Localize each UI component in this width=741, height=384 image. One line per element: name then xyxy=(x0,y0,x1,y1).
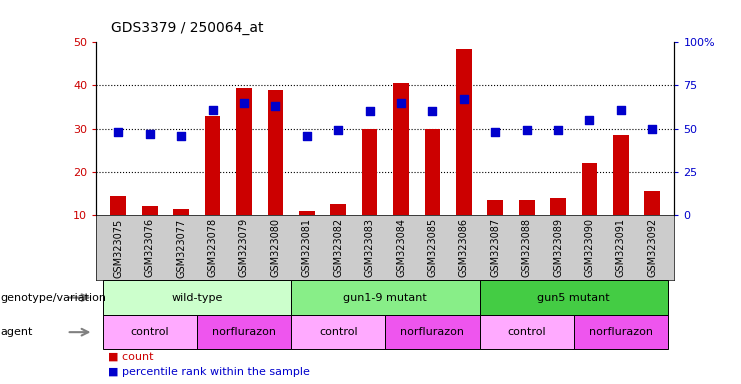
Point xyxy=(521,127,533,133)
Point xyxy=(144,131,156,137)
Text: GSM323077: GSM323077 xyxy=(176,218,186,278)
Point xyxy=(332,127,344,133)
Bar xyxy=(385,315,479,349)
Text: wild-type: wild-type xyxy=(171,293,222,303)
Bar xyxy=(479,280,668,315)
Text: GSM323088: GSM323088 xyxy=(522,218,532,277)
Bar xyxy=(236,88,252,258)
Text: GSM323076: GSM323076 xyxy=(144,218,155,277)
Point xyxy=(364,108,376,114)
Point xyxy=(207,106,219,113)
Text: GSM323085: GSM323085 xyxy=(428,218,437,277)
Bar xyxy=(551,198,566,258)
Text: GSM323091: GSM323091 xyxy=(616,218,626,277)
Bar xyxy=(291,315,385,349)
Bar xyxy=(456,49,472,258)
Text: GSM323090: GSM323090 xyxy=(585,218,594,277)
Point xyxy=(615,106,627,113)
Text: gun5 mutant: gun5 mutant xyxy=(537,293,610,303)
Bar xyxy=(574,315,668,349)
Point xyxy=(301,132,313,139)
Text: norflurazon: norflurazon xyxy=(589,327,653,337)
Text: control: control xyxy=(130,327,169,337)
Text: GSM323078: GSM323078 xyxy=(207,218,218,277)
Text: GSM323079: GSM323079 xyxy=(239,218,249,277)
Point xyxy=(113,129,124,135)
Bar xyxy=(197,315,291,349)
Bar xyxy=(613,135,629,258)
Text: GSM323082: GSM323082 xyxy=(333,218,343,277)
Point xyxy=(552,127,564,133)
Bar xyxy=(330,204,346,258)
Text: GSM323086: GSM323086 xyxy=(459,218,469,277)
Point xyxy=(458,96,470,103)
Bar xyxy=(102,280,291,315)
Bar xyxy=(173,209,189,258)
Point xyxy=(175,132,187,139)
Text: GDS3379 / 250064_at: GDS3379 / 250064_at xyxy=(111,21,264,35)
Text: GSM323083: GSM323083 xyxy=(365,218,375,277)
Bar xyxy=(102,315,197,349)
Text: control: control xyxy=(508,327,546,337)
Bar xyxy=(479,315,574,349)
Bar xyxy=(291,280,479,315)
Text: GSM323087: GSM323087 xyxy=(491,218,500,277)
Bar xyxy=(425,129,440,258)
Bar xyxy=(645,191,660,258)
Text: GSM323092: GSM323092 xyxy=(648,218,657,277)
Text: control: control xyxy=(319,327,357,337)
Bar xyxy=(362,129,377,258)
Text: norflurazon: norflurazon xyxy=(212,327,276,337)
Bar xyxy=(110,195,126,258)
Text: agent: agent xyxy=(0,327,33,337)
Bar xyxy=(393,83,409,258)
Text: GSM323075: GSM323075 xyxy=(113,218,123,278)
Text: genotype/variation: genotype/variation xyxy=(0,293,106,303)
Text: ■ count: ■ count xyxy=(108,352,153,362)
Text: norflurazon: norflurazon xyxy=(400,327,465,337)
Point xyxy=(646,126,658,132)
Text: GSM323081: GSM323081 xyxy=(302,218,312,277)
Point xyxy=(270,103,282,109)
Text: GSM323084: GSM323084 xyxy=(396,218,406,277)
Bar xyxy=(582,163,597,258)
Bar xyxy=(299,211,315,258)
Bar xyxy=(519,200,534,258)
Point xyxy=(427,108,439,114)
Bar xyxy=(488,200,503,258)
Point xyxy=(395,99,407,106)
Bar xyxy=(268,90,283,258)
Text: GSM323089: GSM323089 xyxy=(553,218,563,277)
Text: ■ percentile rank within the sample: ■ percentile rank within the sample xyxy=(108,367,310,377)
Text: GSM323080: GSM323080 xyxy=(270,218,280,277)
Point xyxy=(489,129,501,135)
Bar xyxy=(205,116,220,258)
Point xyxy=(238,99,250,106)
Point xyxy=(584,117,596,123)
Text: gun1-9 mutant: gun1-9 mutant xyxy=(343,293,428,303)
Bar xyxy=(142,207,158,258)
